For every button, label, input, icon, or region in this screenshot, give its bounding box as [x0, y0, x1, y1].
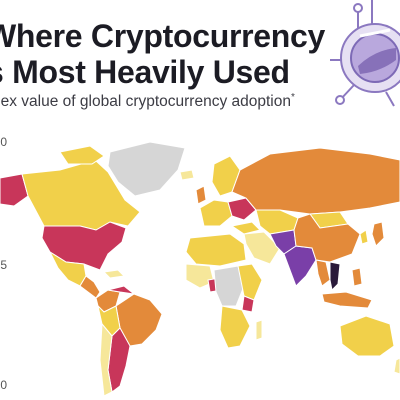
region-madagascar — [255, 319, 263, 341]
region-uk — [195, 185, 207, 205]
world-map — [0, 130, 400, 400]
region-usa — [41, 221, 127, 271]
region-australia — [339, 315, 395, 357]
region-turkey — [230, 221, 261, 235]
region-chile — [99, 322, 113, 397]
region-kenya — [241, 295, 255, 313]
title-line-1: Where Cryptocurrency — [0, 18, 325, 54]
legend-scale-mid: .5 — [0, 258, 8, 272]
subtitle: dex value of global cryptocurrency adopt… — [0, 92, 295, 111]
region-arctic-islands — [59, 145, 105, 165]
region-north-africa — [185, 233, 247, 267]
region-new-zealand — [393, 357, 400, 375]
subtitle-footnote-mark: * — [291, 92, 295, 103]
region-caribbean — [102, 269, 126, 279]
region-china — [293, 213, 361, 263]
region-russia — [231, 147, 400, 215]
region-india — [283, 245, 317, 287]
region-greenland — [107, 141, 186, 197]
subtitle-text: dex value of global cryptocurrency adopt… — [0, 93, 291, 111]
page-title: Where Cryptocurrency s Most Heavily Used — [0, 18, 325, 90]
region-japan — [371, 221, 385, 247]
region-iceland — [179, 169, 195, 181]
legend-scale-top: .0 — [0, 135, 8, 149]
region-philippines — [351, 267, 363, 287]
region-east-africa — [237, 263, 263, 301]
crypto-coin-icon — [330, 0, 400, 107]
region-ukraine — [227, 197, 257, 221]
legend-scale-bottom: .0 — [0, 378, 8, 392]
region-west-africa — [185, 263, 215, 289]
region-korea — [359, 229, 369, 245]
region-thailand — [315, 259, 331, 287]
region-western-europe — [199, 199, 233, 227]
region-middle-east — [243, 231, 281, 265]
title-line-2: s Most Heavily Used — [0, 54, 290, 90]
region-southern-africa — [219, 305, 251, 349]
region-vietnam — [329, 261, 341, 292]
region-central-america — [79, 275, 101, 299]
world-map-svg — [0, 141, 400, 397]
region-indonesia — [321, 291, 373, 309]
region-alaska — [0, 173, 29, 207]
